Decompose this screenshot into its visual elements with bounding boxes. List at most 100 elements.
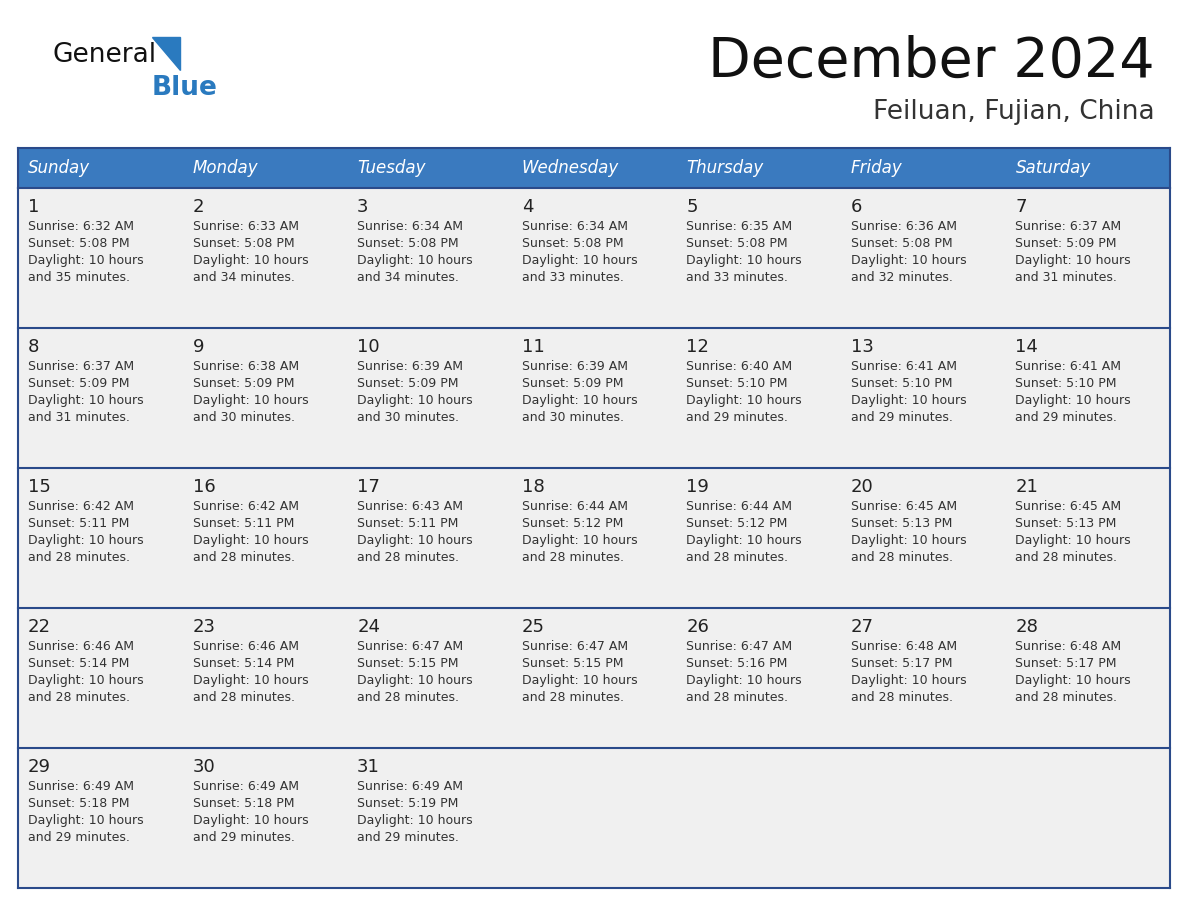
Text: 15: 15	[29, 478, 51, 496]
Text: 10: 10	[358, 338, 380, 356]
Text: Sunset: 5:08 PM: Sunset: 5:08 PM	[29, 237, 129, 250]
Text: Sunset: 5:08 PM: Sunset: 5:08 PM	[522, 237, 624, 250]
Text: and 28 minutes.: and 28 minutes.	[687, 551, 789, 564]
Text: Sunset: 5:09 PM: Sunset: 5:09 PM	[29, 377, 129, 390]
Text: Sunset: 5:12 PM: Sunset: 5:12 PM	[522, 517, 623, 530]
Text: Sunset: 5:17 PM: Sunset: 5:17 PM	[1016, 657, 1117, 670]
Text: Sunrise: 6:49 AM: Sunrise: 6:49 AM	[358, 780, 463, 793]
Text: and 28 minutes.: and 28 minutes.	[522, 551, 624, 564]
Text: and 28 minutes.: and 28 minutes.	[1016, 551, 1118, 564]
Text: Daylight: 10 hours: Daylight: 10 hours	[192, 674, 308, 687]
Text: 19: 19	[687, 478, 709, 496]
Text: Daylight: 10 hours: Daylight: 10 hours	[851, 534, 967, 547]
Text: 3: 3	[358, 198, 368, 216]
Text: and 32 minutes.: and 32 minutes.	[851, 271, 953, 284]
Text: 11: 11	[522, 338, 544, 356]
Text: Sunset: 5:11 PM: Sunset: 5:11 PM	[358, 517, 459, 530]
Text: Monday: Monday	[192, 159, 258, 177]
Text: Sunset: 5:10 PM: Sunset: 5:10 PM	[851, 377, 953, 390]
Text: Sunrise: 6:38 AM: Sunrise: 6:38 AM	[192, 360, 298, 373]
Text: 17: 17	[358, 478, 380, 496]
Text: Sunrise: 6:37 AM: Sunrise: 6:37 AM	[29, 360, 134, 373]
Text: Sunset: 5:10 PM: Sunset: 5:10 PM	[687, 377, 788, 390]
Text: and 30 minutes.: and 30 minutes.	[358, 411, 459, 424]
Text: Sunrise: 6:46 AM: Sunrise: 6:46 AM	[192, 640, 298, 653]
Text: Sunset: 5:11 PM: Sunset: 5:11 PM	[29, 517, 129, 530]
Text: 24: 24	[358, 618, 380, 636]
Text: Sunrise: 6:41 AM: Sunrise: 6:41 AM	[851, 360, 956, 373]
Text: and 28 minutes.: and 28 minutes.	[1016, 691, 1118, 704]
Text: Sunrise: 6:44 AM: Sunrise: 6:44 AM	[687, 500, 792, 513]
Text: Daylight: 10 hours: Daylight: 10 hours	[522, 674, 637, 687]
Text: and 30 minutes.: and 30 minutes.	[192, 411, 295, 424]
Text: Sunrise: 6:34 AM: Sunrise: 6:34 AM	[358, 220, 463, 233]
Text: Sunrise: 6:42 AM: Sunrise: 6:42 AM	[192, 500, 298, 513]
Text: Sunrise: 6:47 AM: Sunrise: 6:47 AM	[687, 640, 792, 653]
Text: Daylight: 10 hours: Daylight: 10 hours	[1016, 674, 1131, 687]
Text: Daylight: 10 hours: Daylight: 10 hours	[192, 394, 308, 407]
Text: and 31 minutes.: and 31 minutes.	[29, 411, 129, 424]
Text: Sunset: 5:08 PM: Sunset: 5:08 PM	[192, 237, 295, 250]
Text: Daylight: 10 hours: Daylight: 10 hours	[1016, 254, 1131, 267]
Bar	[841, 148, 1005, 188]
Bar	[18, 748, 1170, 888]
Text: Sunrise: 6:42 AM: Sunrise: 6:42 AM	[29, 500, 134, 513]
Text: Sunrise: 6:39 AM: Sunrise: 6:39 AM	[522, 360, 627, 373]
Text: and 30 minutes.: and 30 minutes.	[522, 411, 624, 424]
Text: and 28 minutes.: and 28 minutes.	[29, 691, 129, 704]
Text: Sunrise: 6:40 AM: Sunrise: 6:40 AM	[687, 360, 792, 373]
Text: 31: 31	[358, 758, 380, 776]
Text: 28: 28	[1016, 618, 1038, 636]
Text: and 28 minutes.: and 28 minutes.	[358, 551, 459, 564]
Text: Sunrise: 6:36 AM: Sunrise: 6:36 AM	[851, 220, 956, 233]
Text: Sunset: 5:19 PM: Sunset: 5:19 PM	[358, 797, 459, 810]
Text: 29: 29	[29, 758, 51, 776]
Text: Sunset: 5:13 PM: Sunset: 5:13 PM	[851, 517, 953, 530]
Polygon shape	[152, 37, 181, 70]
Text: Sunset: 5:18 PM: Sunset: 5:18 PM	[192, 797, 295, 810]
Text: Sunset: 5:16 PM: Sunset: 5:16 PM	[687, 657, 788, 670]
Text: Sunrise: 6:48 AM: Sunrise: 6:48 AM	[851, 640, 958, 653]
Text: and 33 minutes.: and 33 minutes.	[522, 271, 624, 284]
Text: Friday: Friday	[851, 159, 903, 177]
Text: and 29 minutes.: and 29 minutes.	[29, 831, 129, 844]
Text: Wednesday: Wednesday	[522, 159, 619, 177]
Text: and 28 minutes.: and 28 minutes.	[687, 691, 789, 704]
Text: Daylight: 10 hours: Daylight: 10 hours	[687, 254, 802, 267]
Text: and 28 minutes.: and 28 minutes.	[192, 691, 295, 704]
Bar	[18, 608, 1170, 748]
Bar	[676, 148, 841, 188]
Text: Sunrise: 6:43 AM: Sunrise: 6:43 AM	[358, 500, 463, 513]
Bar	[18, 188, 1170, 328]
Text: Daylight: 10 hours: Daylight: 10 hours	[687, 534, 802, 547]
Text: and 28 minutes.: and 28 minutes.	[358, 691, 459, 704]
Text: and 29 minutes.: and 29 minutes.	[687, 411, 788, 424]
Text: Sunday: Sunday	[29, 159, 90, 177]
Text: 5: 5	[687, 198, 697, 216]
Text: Feiluan, Fujian, China: Feiluan, Fujian, China	[873, 99, 1155, 125]
Text: Daylight: 10 hours: Daylight: 10 hours	[358, 394, 473, 407]
Text: Thursday: Thursday	[687, 159, 764, 177]
Text: and 34 minutes.: and 34 minutes.	[192, 271, 295, 284]
Bar	[18, 328, 1170, 468]
Text: and 29 minutes.: and 29 minutes.	[192, 831, 295, 844]
Text: Sunset: 5:15 PM: Sunset: 5:15 PM	[522, 657, 624, 670]
Text: Daylight: 10 hours: Daylight: 10 hours	[358, 674, 473, 687]
Text: Sunset: 5:08 PM: Sunset: 5:08 PM	[687, 237, 788, 250]
Text: 1: 1	[29, 198, 39, 216]
Text: 22: 22	[29, 618, 51, 636]
Bar	[347, 148, 512, 188]
Bar	[512, 148, 676, 188]
Text: 7: 7	[1016, 198, 1026, 216]
Text: and 28 minutes.: and 28 minutes.	[851, 691, 953, 704]
Text: General: General	[52, 42, 156, 68]
Text: Tuesday: Tuesday	[358, 159, 425, 177]
Text: and 35 minutes.: and 35 minutes.	[29, 271, 129, 284]
Text: Sunset: 5:14 PM: Sunset: 5:14 PM	[29, 657, 129, 670]
Text: Daylight: 10 hours: Daylight: 10 hours	[851, 394, 967, 407]
Text: 26: 26	[687, 618, 709, 636]
Text: Sunset: 5:11 PM: Sunset: 5:11 PM	[192, 517, 293, 530]
Text: Sunrise: 6:34 AM: Sunrise: 6:34 AM	[522, 220, 627, 233]
Text: 16: 16	[192, 478, 215, 496]
Text: Daylight: 10 hours: Daylight: 10 hours	[29, 814, 144, 827]
